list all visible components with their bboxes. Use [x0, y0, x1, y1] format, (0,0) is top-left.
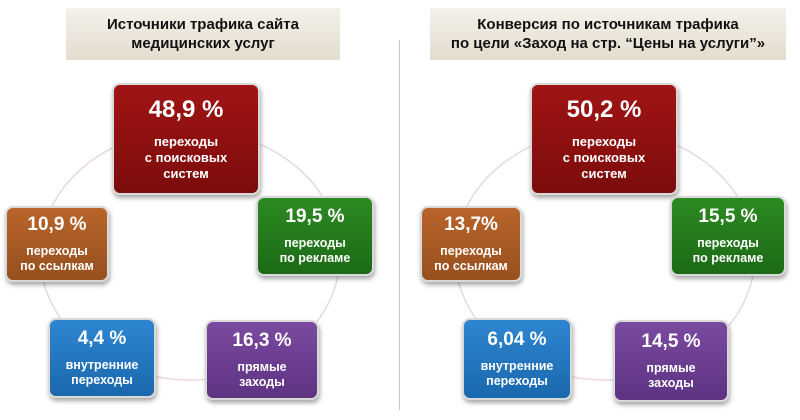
left-direct-label: прямые заходы	[237, 360, 286, 390]
right-node-ads: 15,5 % переходы по рекламе	[670, 196, 786, 276]
right-search-value: 50,2 %	[566, 96, 642, 123]
panel-divider	[399, 40, 400, 410]
left-ads-value: 19,5 %	[285, 206, 345, 227]
right-direct-label-line: заходы	[648, 376, 694, 390]
right-title-line-1: Конверсия по источникам трафика	[477, 16, 739, 33]
right-node-internal: 6,04 % внутренние переходы	[462, 318, 572, 400]
right-ads-label: переходы по рекламе	[693, 236, 764, 266]
right-links-label-line: переходы	[440, 244, 502, 258]
left-ads-label: переходы по рекламе	[280, 236, 351, 266]
right-direct-label-line: прямые	[646, 361, 696, 375]
right-ads-label-line: переходы	[697, 236, 759, 250]
right-search-label-line: переходы	[571, 134, 637, 149]
left-node-direct: 16,3 % прямые заходы	[205, 320, 319, 400]
left-ads-label-line: переходы	[284, 236, 346, 250]
left-node-internal: 4,4 % внутренние переходы	[48, 318, 156, 398]
left-node-ads: 19,5 % переходы по рекламе	[256, 196, 374, 276]
left-direct-label-line: заходы	[239, 375, 285, 389]
right-direct-label: прямые заходы	[646, 361, 695, 391]
right-panel-conversion: Конверсия по источникам трафика по цели …	[400, 0, 800, 420]
left-search-label-line: переходы	[153, 134, 219, 149]
left-links-label-line: переходы	[26, 244, 88, 258]
right-ads-label-line: по рекламе	[692, 251, 764, 265]
left-direct-value: 16,3 %	[232, 330, 292, 351]
left-internal-value: 4,4 %	[77, 328, 127, 349]
left-node-search-engines: 48,9 % переходы с поисковых систем	[112, 83, 260, 195]
right-links-value: 13,7%	[444, 214, 498, 235]
left-internal-label: внутренние переходы	[66, 358, 139, 388]
right-search-label-line: с поисковых	[562, 150, 646, 165]
right-links-label-line: по ссылкам	[434, 259, 508, 273]
left-search-label-line: систем	[163, 166, 209, 181]
left-title-line-1: Источники трафика сайта	[107, 16, 299, 33]
right-node-direct: 14,5 % прямые заходы	[613, 320, 729, 402]
right-panel-title: Конверсия по источникам трафика по цели …	[430, 8, 786, 60]
right-internal-label: внутренние переходы	[481, 359, 554, 389]
left-direct-label-line: прямые	[237, 360, 287, 374]
right-internal-label-line: внутренние	[480, 359, 554, 373]
left-links-label: переходы по ссылкам	[20, 244, 94, 274]
left-internal-label-line: переходы	[71, 373, 133, 387]
right-title-line-2: по цели «Заход на стр. “Цены на услуги”»	[450, 35, 766, 52]
left-panel-title: Источники трафика сайта медицинских услу…	[66, 8, 340, 60]
right-ads-value: 15,5 %	[698, 206, 758, 227]
right-links-label: переходы по ссылкам	[434, 244, 508, 274]
right-direct-value: 14,5 %	[641, 331, 701, 352]
left-links-label-line: по ссылкам	[20, 259, 94, 273]
left-panel-traffic-sources: Источники трафика сайта медицинских услу…	[5, 8, 374, 400]
right-node-links: 13,7% переходы по ссылкам	[420, 206, 522, 282]
left-links-value: 10,9 %	[27, 214, 87, 235]
right-search-label: переходы с поисковых систем	[563, 134, 645, 182]
right-internal-value: 6,04 %	[487, 329, 547, 350]
left-search-label: переходы с поисковых систем	[145, 134, 227, 182]
right-internal-label-line: переходы	[486, 374, 548, 388]
right-search-label-line: систем	[581, 166, 627, 181]
left-title-line-2: медицинских услуг	[131, 35, 275, 52]
left-search-label-line: с поисковых	[144, 150, 228, 165]
left-search-value: 48,9 %	[148, 96, 224, 123]
left-internal-label-line: внутренние	[65, 358, 139, 372]
left-node-links: 10,9 % переходы по ссылкам	[5, 206, 109, 282]
right-node-search-engines: 50,2 % переходы с поисковых систем	[530, 83, 678, 195]
left-ads-label-line: по рекламе	[279, 251, 351, 265]
